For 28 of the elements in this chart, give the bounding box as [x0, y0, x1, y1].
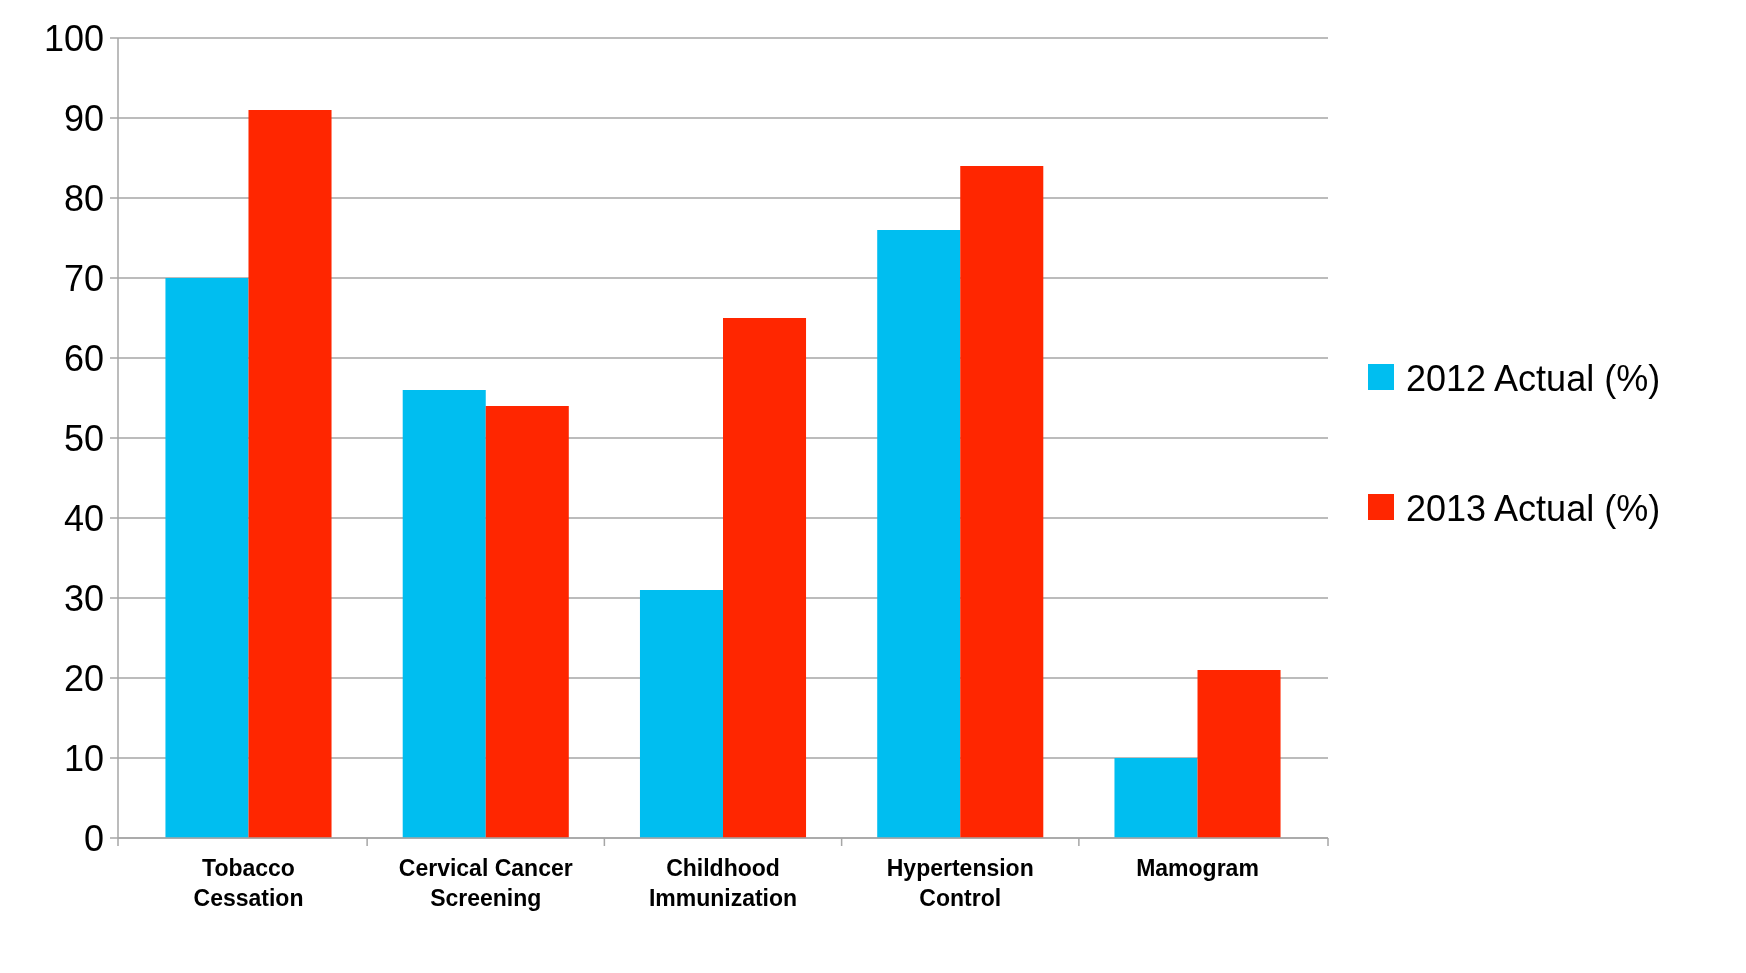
- y-tick-label: 60: [63, 337, 104, 379]
- bar: [1114, 758, 1198, 838]
- bar: [485, 406, 569, 838]
- y-tick-label: 40: [63, 497, 104, 539]
- legend-label: 2012 Actual (%): [1406, 357, 1661, 399]
- bar: [248, 110, 332, 838]
- y-tick-label: 90: [63, 97, 104, 139]
- y-tick-label: 50: [63, 417, 104, 459]
- x-tick-label: Childhood Immunization: [648, 855, 798, 911]
- x-tick-label: Hypertension Control: [886, 855, 1034, 911]
- y-tick-label: 70: [63, 257, 104, 299]
- bar: [402, 390, 486, 838]
- bar: [1197, 670, 1281, 838]
- y-tick-label: 100: [43, 17, 104, 59]
- y-tick-label: 0: [83, 817, 104, 859]
- y-tick-label: 30: [63, 577, 104, 619]
- bar: [723, 318, 807, 838]
- y-tick-label: 10: [63, 737, 104, 779]
- y-tick-label: 20: [63, 657, 104, 699]
- bar: [960, 166, 1044, 838]
- y-tick-label: 80: [63, 177, 104, 219]
- legend-label: 2013 Actual (%): [1406, 487, 1661, 529]
- bar: [165, 278, 249, 838]
- bar: [639, 590, 723, 838]
- x-tick-label: Cervical Cancer Screening: [398, 855, 573, 911]
- x-tick-label: Tobacco Cessation: [193, 855, 304, 911]
- x-tick-label: Mamogram: [1136, 855, 1259, 881]
- bar: [877, 230, 961, 838]
